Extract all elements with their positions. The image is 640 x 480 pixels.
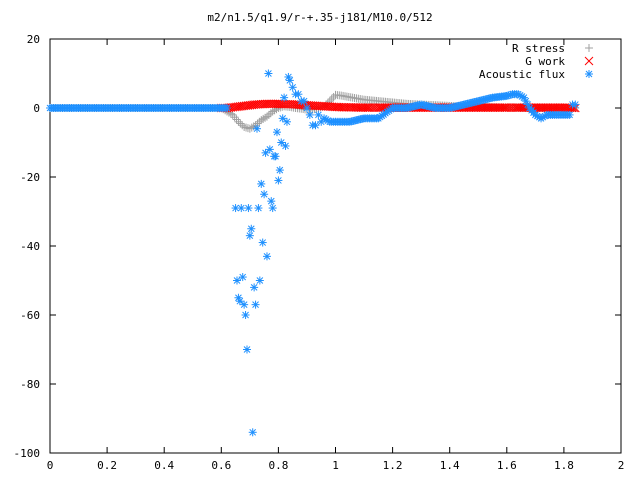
x-tick-label: 0 — [47, 459, 54, 472]
data-point — [234, 117, 243, 126]
legend-marker — [585, 70, 593, 78]
data-point — [302, 104, 311, 112]
data-point — [257, 179, 266, 188]
legend-marker — [585, 44, 593, 52]
data-point — [247, 224, 256, 233]
legend-marker — [584, 56, 594, 66]
data-point — [264, 69, 273, 78]
data-point — [251, 300, 260, 309]
data-point — [329, 92, 338, 101]
data-point — [235, 297, 244, 306]
data-point — [519, 93, 528, 102]
data-point — [284, 72, 293, 81]
data-point — [285, 76, 294, 85]
y-tick-label: 0 — [33, 102, 40, 115]
x-tick-label: 1.4 — [440, 459, 460, 472]
legend-label: Acoustic flux — [479, 68, 565, 81]
data-point — [240, 300, 249, 309]
y-tick-label: -40 — [20, 240, 40, 253]
data-point — [258, 238, 267, 247]
data-point — [240, 122, 249, 131]
data-point — [234, 293, 243, 302]
data-point — [314, 110, 323, 119]
data-point — [264, 110, 273, 119]
series-acoustic-flux — [46, 69, 580, 437]
data-point — [271, 152, 280, 161]
data-point — [245, 231, 254, 240]
data-point — [272, 105, 281, 114]
data-point — [275, 166, 284, 175]
data-point — [260, 190, 269, 199]
data-point — [245, 124, 254, 133]
data-point — [233, 276, 242, 285]
data-point — [327, 95, 336, 104]
data-point — [262, 112, 271, 121]
plot-data — [46, 69, 580, 437]
data-point — [300, 97, 309, 106]
axis-ticks: 0 0.2 0.4 0.6 0.8 1 1.2 1.4 1.6 1.8 2 20 0 -20 -40 -60 -… — [14, 33, 625, 472]
data-point — [254, 204, 263, 213]
data-point — [237, 204, 246, 213]
data-point — [272, 128, 281, 137]
data-point — [236, 119, 245, 128]
data-point — [244, 204, 253, 213]
data-point — [250, 283, 259, 292]
x-tick-label: 1.6 — [497, 459, 517, 472]
data-point — [248, 428, 257, 437]
data-point — [252, 124, 261, 133]
y-tick-label: -80 — [20, 378, 40, 391]
y-tick-label: -20 — [20, 171, 40, 184]
data-point — [280, 93, 289, 102]
data-point — [223, 104, 232, 112]
data-point — [282, 117, 291, 126]
data-point — [277, 138, 286, 147]
data-point — [231, 204, 240, 213]
data-point — [267, 197, 276, 206]
data-point — [255, 276, 264, 285]
x-tick-label: 1.8 — [554, 459, 574, 472]
data-point — [257, 116, 266, 125]
data-point — [288, 83, 297, 92]
x-tick-label: 0.2 — [97, 459, 117, 472]
x-tick-label: 0.6 — [211, 459, 231, 472]
x-tick-label: 0.4 — [154, 459, 174, 472]
data-point — [565, 110, 574, 119]
data-point — [268, 107, 277, 116]
data-point — [365, 103, 375, 113]
data-point — [278, 114, 287, 123]
chart-title: m2/n1.5/q1.9/r-+.35-j181/M10.0/512 — [207, 11, 432, 24]
y-tick-label: -60 — [20, 309, 40, 322]
data-point — [268, 204, 277, 213]
data-point — [262, 252, 271, 261]
data-point — [238, 273, 247, 282]
legend-label: R stress — [512, 42, 565, 55]
data-point — [243, 124, 252, 133]
x-tick-label: 1 — [332, 459, 339, 472]
x-tick-label: 0.8 — [268, 459, 288, 472]
data-point — [294, 90, 303, 99]
data-point — [241, 311, 250, 319]
data-point — [265, 145, 274, 154]
data-point — [311, 121, 320, 130]
data-point — [242, 345, 251, 354]
data-point — [281, 141, 290, 150]
data-point — [502, 103, 512, 113]
x-tick-label: 1.2 — [383, 459, 403, 472]
data-point — [571, 100, 580, 109]
data-point — [367, 103, 377, 113]
legend-label: G work — [525, 55, 565, 68]
y-tick-label: -100 — [14, 447, 41, 460]
data-point — [305, 110, 314, 119]
plot-frame — [49, 38, 622, 454]
data-point — [261, 148, 270, 157]
x-tick-label: 2 — [618, 459, 625, 472]
data-point — [274, 176, 283, 185]
data-point — [325, 97, 334, 106]
data-point — [504, 103, 514, 113]
y-tick-label: 20 — [27, 33, 40, 46]
